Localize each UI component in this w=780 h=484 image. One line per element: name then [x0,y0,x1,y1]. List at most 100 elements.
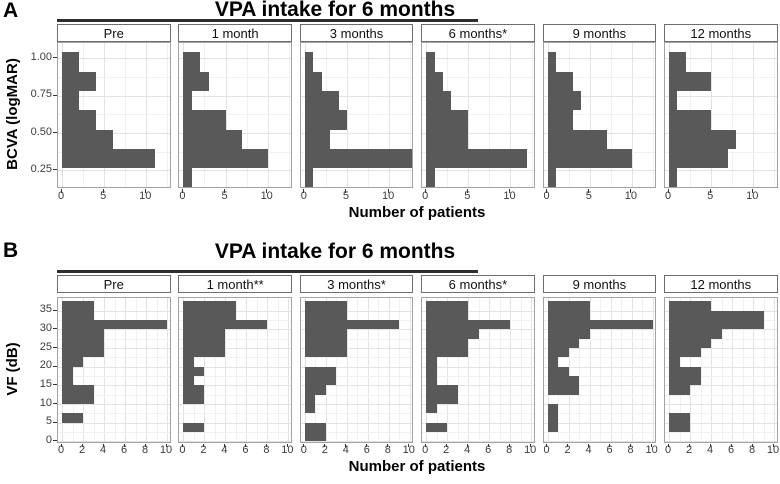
x-tick-label: 10 [159,444,173,456]
histogram-bar [183,320,268,330]
x-tick-label: 0 [57,444,65,456]
y-tick-mark [53,347,57,348]
x-tick-label: 2 [443,444,450,456]
gridline-minor [579,297,581,442]
gridline-major [267,43,269,188]
x-tick-label: 5 [464,190,471,202]
x-tick-label: 6 [363,444,370,456]
gridline-major [468,43,470,188]
x-tick-label: 0 [664,190,672,202]
histogram-bar [547,301,590,311]
histogram-bar [304,320,400,330]
x-tick-label: 10 [524,444,537,456]
gridline-major [665,366,777,368]
gridline-major [58,132,170,134]
x-tick-mark [651,443,653,448]
gridline-major [543,347,656,349]
gridline-major [125,297,126,442]
gridline-minor [642,297,644,442]
histogram-bar [304,338,347,349]
histogram-bar [426,148,528,169]
x-tick-label: 5 [707,190,714,202]
histogram-bar [547,329,590,339]
histogram-bar [304,366,337,377]
x-tick-label: 6 [120,444,128,456]
x-tick-mark [144,189,146,193]
histogram-bar [669,338,711,349]
x-tick-mark [529,443,531,448]
histogram-bar [183,148,268,169]
x-tick-mark [508,443,510,448]
gridline-major [179,441,291,442]
gridline-major [146,43,148,188]
y-tick-label: 30 [39,321,52,334]
gridline-major [543,385,656,387]
histogram-bar [426,348,469,358]
gridline-minor [378,297,380,442]
x-tick-label: 10 [281,444,294,456]
x-tick-label: 2 [321,444,328,456]
gridline-minor [300,357,413,359]
gridline-minor [300,338,413,340]
gridline-major [543,366,656,368]
histogram-bar [62,52,79,72]
gridline-major [104,43,106,188]
histogram-bar [304,385,326,395]
gridline-major [422,403,534,405]
panel-b-title: VPA intake for 6 months [214,240,456,263]
gridline-major [58,95,170,97]
facet-panel [421,296,535,443]
gridline-minor [179,413,291,415]
y-tick-mark [53,309,57,311]
x-tick-mark [709,443,711,448]
gridline-major [225,297,227,442]
x-tick-label: 6 [606,444,613,456]
x-tick-mark [181,443,183,448]
y-tick-label: 15 [39,377,52,390]
gridline-major [753,43,755,188]
gridline-major [422,366,534,368]
gridline-minor [58,394,170,396]
facet-header-pre: Pre [57,24,171,42]
x-tick-label: 4 [706,444,714,456]
gridline-minor [422,114,534,116]
gridline-minor [665,413,777,415]
panel-b-title-underline [57,270,478,273]
histogram-bar [426,422,448,432]
gridline-major [346,297,348,442]
x-tick-mark [546,443,548,448]
x-tick-label: 8 [748,444,756,456]
histogram-bar [669,129,737,149]
gridline-major [58,170,170,172]
gridline-minor [436,297,438,442]
gridline-minor [543,76,656,78]
histogram-bar [62,148,155,169]
histogram-bar [547,348,569,358]
histogram-bar [669,329,722,339]
x-tick-mark [223,443,225,448]
x-tick-label: 6 [485,444,492,456]
facet-header-1-month-: 1 month** [178,274,292,293]
histogram-bar [304,376,337,386]
histogram-bar [669,52,686,72]
histogram-bar [669,422,690,432]
gridline-major [246,297,248,442]
gridline-major [58,385,170,387]
panel-a-label: A [3,0,19,22]
gridline-major [388,297,390,442]
x-tick-label: 4 [585,444,592,456]
x-tick-mark [102,443,104,448]
x-tick-label: 0 [300,444,307,456]
gridline-minor [93,297,95,442]
x-tick-mark [81,443,83,448]
y-tick-label: 0 [45,433,52,446]
histogram-bar [669,310,764,321]
gridline-major [300,366,413,368]
histogram-bar [669,320,764,330]
y-tick-mark [53,132,57,133]
gridline-major [58,403,170,405]
x-tick-mark [588,443,590,448]
y-tick-label: 0.25 [30,162,52,175]
x-tick-mark [487,443,489,448]
gridline-major [422,385,534,387]
